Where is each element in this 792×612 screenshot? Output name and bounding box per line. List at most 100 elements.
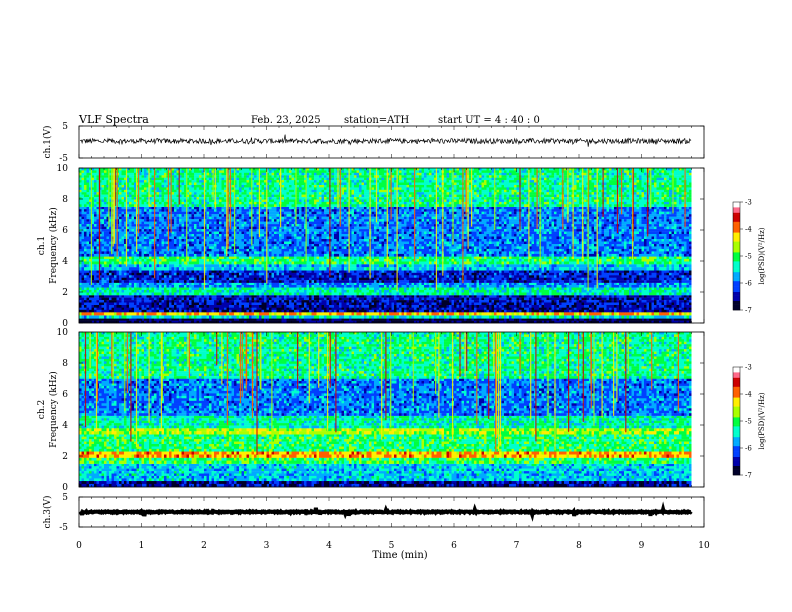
ch1-spectrogram-cell: [512, 298, 515, 301]
ch1-spectrogram-cell: [337, 318, 340, 321]
ch1-spectrogram-cell: [177, 278, 180, 281]
ch1-spectrogram-cell: [229, 293, 232, 296]
ch1-spectrogram-cell: [504, 270, 507, 273]
ch1-spectrogram-cell: [187, 278, 190, 281]
ch1-spectrogram-cell: [357, 318, 360, 321]
ch1-spectrogram-cell: [419, 312, 422, 315]
ch1-spectrogram-cell: [367, 290, 370, 293]
ch1-spectrogram-cell: [179, 285, 182, 288]
ch1-spectrogram-cell: [664, 293, 667, 296]
ch1-spectrogram-cell: [382, 273, 385, 276]
ch1-spectrogram-cell: [642, 298, 645, 301]
ch1-spectrogram-cell: [562, 305, 565, 308]
ch1-spectrogram-cell: [277, 270, 280, 273]
ch1-spectrogram-cell: [509, 293, 512, 296]
ch1-spectrogram-cell: [382, 290, 385, 293]
ch1-spectrogram-cell: [222, 308, 225, 311]
ch1-spectrogram-cell: [472, 293, 475, 296]
ch1-spectrogram-cell: [92, 318, 95, 321]
ch1-spectrogram-cell: [659, 270, 662, 273]
ch1-spectrogram-cell: [147, 310, 150, 313]
ch1-spectrogram-cell: [392, 283, 395, 286]
ch1-spectrogram-cell: [577, 273, 580, 276]
ch1-spectrogram-cell: [234, 295, 237, 298]
ch1-spectrogram-cell: [279, 312, 282, 315]
ch1-spectrogram-cell: [267, 300, 270, 303]
ch1-spectrogram-cell: [164, 273, 167, 276]
ch1-spectrogram-cell: [524, 315, 527, 318]
ch1-spectrogram-cell: [352, 285, 355, 288]
ch1-spectrogram-cell: [234, 312, 237, 315]
ch1-spectrogram-cell: [87, 273, 90, 276]
ch1-spectrogram-cell: [504, 315, 507, 318]
ch1-spectrogram-cell: [589, 273, 592, 276]
ch1-spectrogram-cell: [189, 295, 192, 298]
ch1-spectrogram-cell: [317, 278, 320, 281]
ch1-spectrogram-cell: [334, 273, 337, 276]
ch1-spectrogram-cell: [232, 310, 235, 313]
ch1-spectrogram-cell: [432, 293, 435, 296]
ch1-spectrogram-cell: [607, 290, 610, 293]
ch1-spectrogram-cell: [672, 293, 675, 296]
ch1-spectrogram-cell: [612, 308, 615, 311]
ch1-spectrogram-cell: [347, 300, 350, 303]
ch1-spectrogram-cell: [272, 287, 275, 290]
ch1-spectrogram-cell: [329, 300, 332, 303]
ch1-spectrogram-cell: [449, 298, 452, 301]
ch1-spectrogram-cell: [232, 287, 235, 290]
ch1-spectrogram-cell: [377, 290, 380, 293]
ch1-spectrogram-cell: [462, 315, 465, 318]
ch1-spectrogram-cell: [252, 305, 255, 308]
ch1-spectrogram-cell: [574, 312, 577, 315]
ch1-spectrogram-cell: [574, 293, 577, 296]
ch1-spectrogram-cell: [559, 315, 562, 318]
ch1-spectrogram-cell: [289, 290, 292, 293]
ch1-spectrogram-cell: [457, 273, 460, 276]
ch1-spectrogram-cell: [442, 285, 445, 288]
ch1-spectrogram-cell: [394, 283, 397, 286]
ch1-spectrogram-cell: [199, 275, 202, 278]
ch1-spectrogram-cell: [662, 300, 665, 303]
ch1-spectrogram-cell: [177, 283, 180, 286]
ch1-spectrogram-cell: [652, 283, 655, 286]
ch1-spectrogram-cell: [297, 305, 300, 308]
ch1-spectrogram-cell: [609, 275, 612, 278]
ch1-spectrogram-cell: [519, 308, 522, 311]
ch1-spectrogram-cell: [237, 308, 240, 311]
ch1-spectrogram-cell: [182, 273, 185, 276]
ch1-spectrogram-cell: [637, 290, 640, 293]
ch1-spectrogram-cell: [594, 318, 597, 321]
ch1-spectrogram-cell: [589, 285, 592, 288]
ch1-spectrogram-cell: [89, 303, 92, 306]
ch1-spectrogram-cell: [174, 315, 177, 318]
ch1-spectrogram-cell: [379, 270, 382, 273]
ch1-spectrogram-cell: [334, 298, 337, 301]
ch1-spectrogram-cell: [302, 305, 305, 308]
ch1-spectrogram-cell: [147, 275, 150, 278]
ch1-spectrogram-cell: [539, 295, 542, 298]
ch1-spectrogram-cell: [647, 312, 650, 315]
ch1-spectrogram-cell: [207, 293, 210, 296]
ch1-spectrogram-cell: [152, 318, 155, 321]
ch1-spectrogram-cell: [507, 318, 510, 321]
ch1-spectrogram-cell: [267, 287, 270, 290]
ch1-spectrogram-cell: [282, 285, 285, 288]
ch1-spectrogram-cell: [582, 295, 585, 298]
ch1-spectrogram-cell: [669, 293, 672, 296]
ch1-spectrogram-cell: [259, 305, 262, 308]
ch1-spectrogram-cell: [124, 285, 127, 288]
ch1-spectrogram-cell: [684, 275, 687, 278]
ch1-spectrogram-cell: [492, 293, 495, 296]
ch1-spectrogram-cell: [289, 278, 292, 281]
ch1-spectrogram-cell: [189, 318, 192, 321]
ch1-spectrogram-cell: [109, 270, 112, 273]
ch1-spectrogram-cell: [289, 287, 292, 290]
ch1-spectrogram-cell: [512, 295, 515, 298]
ch1-spectrogram-cell: [657, 287, 660, 290]
ch1-spectrogram-cell: [197, 318, 200, 321]
ch1-spectrogram-cell: [372, 270, 375, 273]
ch1-spectrogram-cell: [517, 283, 520, 286]
ch1-spectrogram-cell: [602, 283, 605, 286]
ch1-spectrogram-cell: [87, 285, 90, 288]
ch1-spectrogram-cell: [497, 312, 500, 315]
